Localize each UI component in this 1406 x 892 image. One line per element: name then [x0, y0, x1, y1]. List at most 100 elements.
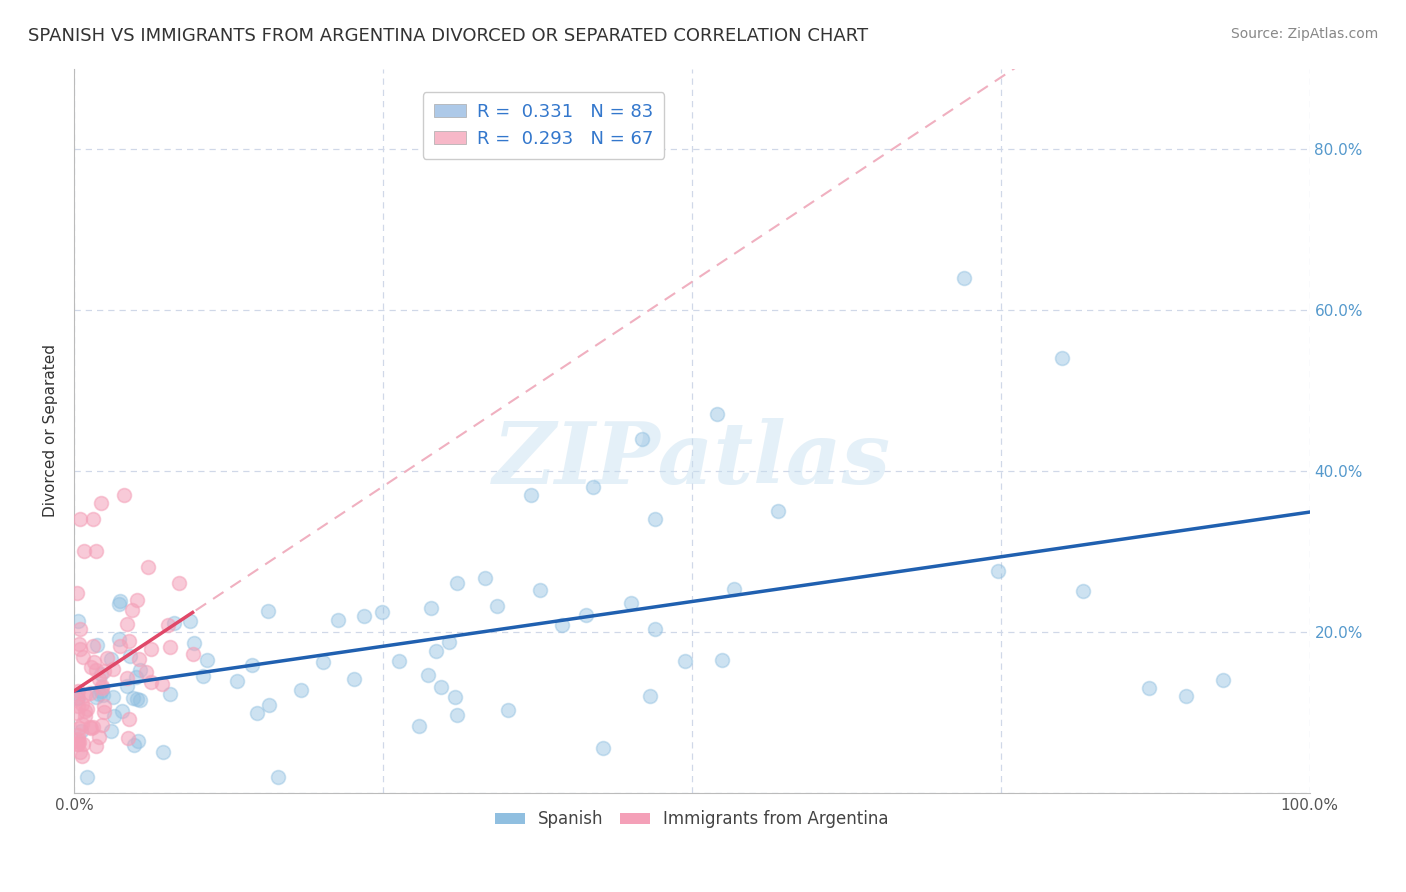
Point — [312, 655, 335, 669]
Point — [65, 585, 87, 599]
Point — [82, 512, 104, 526]
Point — [118, 634, 141, 648]
Point — [498, 703, 520, 717]
Point — [420, 601, 443, 615]
Point — [108, 639, 131, 653]
Legend: Spanish, Immigrants from Argentina: Spanish, Immigrants from Argentina — [488, 804, 896, 835]
Point — [89, 687, 111, 701]
Point — [72, 650, 94, 665]
Point — [723, 582, 745, 596]
Point — [115, 679, 138, 693]
Point — [135, 665, 157, 680]
Point — [90, 684, 112, 698]
Point — [67, 637, 90, 651]
Point — [72, 717, 94, 731]
Point — [416, 668, 439, 682]
Point — [429, 680, 451, 694]
Point — [128, 663, 150, 677]
Point — [67, 690, 90, 705]
Point — [82, 639, 104, 653]
Point — [90, 681, 112, 695]
Point — [141, 642, 163, 657]
Point — [267, 770, 290, 784]
Point — [257, 698, 280, 712]
Point — [80, 721, 103, 735]
Point — [111, 704, 134, 718]
Point — [159, 687, 181, 701]
Point — [93, 705, 115, 719]
Point — [107, 597, 129, 611]
Point — [73, 688, 96, 702]
Point — [100, 652, 122, 666]
Point — [446, 576, 468, 591]
Point — [129, 692, 152, 706]
Point — [84, 663, 107, 677]
Point — [80, 660, 103, 674]
Point — [107, 632, 129, 647]
Point — [1175, 689, 1198, 703]
Point — [65, 690, 87, 705]
Point — [100, 723, 122, 738]
Point — [156, 618, 179, 632]
Point — [125, 670, 148, 684]
Point — [117, 616, 139, 631]
Point — [93, 664, 115, 678]
Point — [66, 728, 89, 742]
Text: ZIPatlas: ZIPatlas — [492, 417, 891, 501]
Point — [84, 739, 107, 754]
Point — [96, 651, 118, 665]
Point — [70, 724, 93, 739]
Point — [582, 480, 605, 494]
Point — [163, 616, 186, 631]
Point — [592, 740, 614, 755]
Point — [108, 593, 131, 607]
Point — [673, 654, 696, 668]
Point — [86, 544, 108, 558]
Point — [128, 652, 150, 666]
Point — [89, 730, 111, 744]
Point — [69, 622, 91, 636]
Text: Source: ZipAtlas.com: Source: ZipAtlas.com — [1230, 27, 1378, 41]
Point — [246, 706, 269, 720]
Point — [75, 704, 97, 718]
Point — [70, 749, 93, 764]
Point — [93, 699, 115, 714]
Point — [127, 692, 149, 706]
Point — [90, 496, 112, 510]
Point — [66, 737, 89, 751]
Point — [121, 603, 143, 617]
Point — [112, 488, 135, 502]
Point — [82, 720, 104, 734]
Point — [706, 408, 728, 422]
Point — [70, 697, 93, 711]
Point — [66, 738, 89, 752]
Point — [425, 644, 447, 658]
Point — [195, 653, 218, 667]
Point — [1071, 584, 1094, 599]
Point — [122, 738, 145, 752]
Point — [90, 679, 112, 693]
Point — [631, 432, 654, 446]
Point — [125, 593, 148, 607]
Point — [152, 745, 174, 759]
Point — [87, 672, 110, 686]
Point — [150, 677, 173, 691]
Point — [90, 667, 112, 681]
Point — [79, 685, 101, 699]
Point — [91, 718, 114, 732]
Point — [181, 647, 204, 661]
Point — [620, 596, 643, 610]
Point — [371, 605, 394, 619]
Point — [1212, 673, 1234, 687]
Point — [69, 746, 91, 760]
Point — [66, 699, 89, 714]
Text: SPANISH VS IMMIGRANTS FROM ARGENTINA DIVORCED OR SEPARATED CORRELATION CHART: SPANISH VS IMMIGRANTS FROM ARGENTINA DIV… — [28, 27, 869, 45]
Point — [86, 638, 108, 652]
Point — [79, 720, 101, 734]
Point — [226, 673, 249, 688]
Point — [83, 655, 105, 669]
Point — [73, 544, 96, 558]
Point — [183, 635, 205, 649]
Point — [76, 702, 98, 716]
Point — [952, 270, 974, 285]
